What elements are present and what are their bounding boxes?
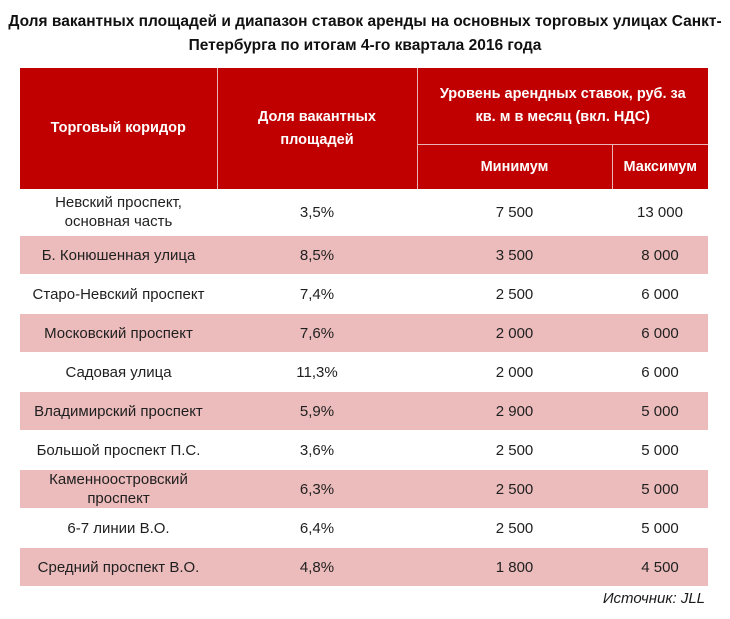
- cell-min-rent: 3 500: [417, 235, 612, 275]
- table-row: Средний проспект В.О. 4,8% 1 800 4 500: [20, 547, 708, 587]
- header-rent-group-line-2: кв. м в месяц (вкл. НДС): [475, 109, 651, 125]
- cell-max-rent: 5 000: [612, 508, 708, 548]
- corridor-name-line-1: Владимирский проспект: [34, 402, 203, 420]
- cell-corridor: 6-7 линии В.О.: [20, 508, 217, 548]
- cell-corridor: Московский проспект: [20, 313, 217, 353]
- cell-max-rent: 5 000: [612, 469, 708, 509]
- corridor-name-line-1: Невский проспект,: [55, 194, 182, 211]
- header-vacancy: Доля вакантных площадей: [216, 68, 417, 189]
- cell-max-rent: 5 000: [612, 391, 708, 431]
- table-row: Невский проспект, основная часть 3,5% 7 500…: [20, 189, 708, 236]
- cell-min-rent: 2 500: [417, 508, 612, 548]
- cell-vacancy: 3,5%: [217, 189, 417, 236]
- cell-vacancy: 5,9%: [217, 391, 417, 431]
- table-row: 6-7 линии В.О. 6,4% 2 500 5 000: [20, 508, 708, 548]
- cell-max-rent: 13 000: [612, 189, 708, 236]
- cell-vacancy: 7,6%: [217, 313, 417, 353]
- cell-corridor: Владимирский проспект: [20, 391, 217, 431]
- table-row: Московский проспект 7,6% 2 000 6 000: [20, 313, 708, 353]
- cell-min-rent: 2 000: [417, 352, 612, 392]
- cell-corridor: Невский проспект, основная часть: [20, 189, 217, 236]
- cell-corridor: Садовая улица: [20, 352, 217, 392]
- cell-corridor: Б. Конюшенная улица: [20, 235, 217, 275]
- cell-max-rent: 4 500: [612, 547, 708, 587]
- header-rent-group-line-1: Уровень арендных ставок, руб. за: [439, 86, 686, 102]
- cell-max-rent: 8 000: [612, 235, 708, 275]
- cell-max-rent: 6 000: [612, 352, 708, 392]
- header-rent-group: Уровень арендных ставок, руб. за кв. м в…: [416, 68, 708, 145]
- cell-vacancy: 7,4%: [217, 274, 417, 314]
- header-max: Максимум: [611, 144, 708, 189]
- table-row: Садовая улица 11,3% 2 000 6 000: [20, 352, 708, 392]
- cell-min-rent: 2 500: [417, 274, 612, 314]
- cell-vacancy: 6,4%: [217, 508, 417, 548]
- table-row: Владимирский проспект 5,9% 2 900 5 000: [20, 391, 708, 431]
- page-title: Доля вакантных площадей и диапазон ставо…: [0, 10, 730, 58]
- corridor-name-line-1: Средний проспект В.О.: [37, 558, 200, 576]
- table-row: Старо-Невский проспект 7,4% 2 500 6 000: [20, 274, 708, 314]
- cell-corridor: Средний проспект В.О.: [20, 547, 217, 587]
- corridor-name-line-1: Московский проспект: [44, 324, 193, 342]
- corridor-name-line-1: Б. Конюшенная улица: [41, 246, 196, 264]
- corridor-name-line-1: Большой проспект П.С.: [36, 441, 201, 459]
- cell-vacancy: 8,5%: [217, 235, 417, 275]
- table-row: Большой проспект П.С. 3,6% 2 500 5 000: [20, 430, 708, 470]
- corridor-name-line-1: Садовая улица: [65, 363, 172, 381]
- title-line-2: Петербурга по итогам 4-го квартала 2016 …: [188, 37, 542, 54]
- rent-table: Торговый коридор Доля вакантных площадей…: [20, 68, 708, 587]
- table-body: Невский проспект, основная часть 3,5% 7 500…: [20, 189, 708, 587]
- cell-min-rent: 7 500: [417, 189, 612, 236]
- table-row: Б. Конюшенная улица 8,5% 3 500 8 000: [20, 235, 708, 275]
- cell-corridor: Каменноостровский проспект: [20, 469, 217, 509]
- cell-corridor: Старо-Невский проспект: [20, 274, 217, 314]
- header-corridor: Торговый коридор: [20, 68, 217, 189]
- cell-vacancy: 3,6%: [217, 430, 417, 470]
- cell-min-rent: 1 800: [417, 547, 612, 587]
- cell-vacancy: 6,3%: [217, 469, 417, 509]
- cell-min-rent: 2 900: [417, 391, 612, 431]
- source-note: Источник: JLL: [602, 590, 705, 607]
- cell-min-rent: 2 000: [417, 313, 612, 353]
- corridor-name-line-1: 6-7 линии В.О.: [67, 519, 170, 537]
- corridor-name-line-2: основная часть: [64, 213, 173, 230]
- corridor-name-line-1: Старо-Невский проспект: [32, 285, 205, 303]
- cell-max-rent: 6 000: [612, 313, 708, 353]
- cell-min-rent: 2 500: [417, 430, 612, 470]
- cell-vacancy: 4,8%: [217, 547, 417, 587]
- table-header: Торговый коридор Доля вакантных площадей…: [20, 68, 708, 189]
- corridor-name-line-2: проспект: [87, 490, 150, 507]
- header-min: Минимум: [416, 144, 612, 189]
- cell-max-rent: 5 000: [612, 430, 708, 470]
- corridor-name-line-1: Каменноостровский: [49, 471, 188, 488]
- cell-max-rent: 6 000: [612, 274, 708, 314]
- cell-corridor: Большой проспект П.С.: [20, 430, 217, 470]
- table-row: Каменноостровский проспект 6,3% 2 500 5 000: [20, 469, 708, 509]
- title-line-1: Доля вакантных площадей и диапазон ставо…: [8, 13, 722, 30]
- rent-table-container: Торговый коридор Доля вакантных площадей…: [20, 68, 708, 587]
- cell-vacancy: 11,3%: [217, 352, 417, 392]
- cell-min-rent: 2 500: [417, 469, 612, 509]
